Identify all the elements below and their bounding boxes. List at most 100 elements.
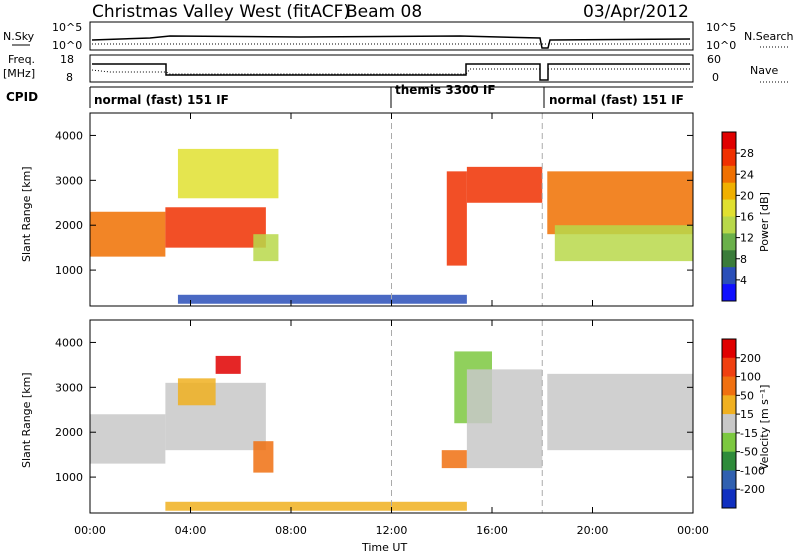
y-tick-label: 2000 — [55, 426, 83, 439]
freq-tick-bottom: 8 — [66, 71, 73, 84]
nsearch-label: N.Search — [744, 30, 794, 43]
nave-tick-top: 60 — [707, 53, 721, 66]
velocity-panel: 1000 2000 3000 4000 00:00 04:00 08:00 12:00 16:… — [20, 319, 709, 554]
echo-region — [177, 378, 216, 406]
colorbar-tick-label: 16 — [740, 211, 754, 224]
colorbar-tick-label: 4 — [740, 274, 747, 287]
colorbar-swatch — [722, 250, 736, 268]
colorbar-tick-label: -200 — [740, 483, 765, 496]
colorbar-frame — [721, 338, 737, 509]
noise-tick-top-left: 10^5 — [52, 21, 82, 34]
mode-label-1: normal (fast) 151 IF — [94, 93, 229, 107]
colorbar-tick-label: -15 — [740, 427, 758, 440]
mode-label-3: normal (fast) 151 IF — [549, 93, 684, 107]
echo-region — [466, 369, 543, 469]
colorbar-swatch — [722, 489, 736, 509]
nave-trace — [91, 68, 690, 75]
date-title: 03/Apr/2012 — [583, 2, 689, 22]
colorbar-swatch — [722, 357, 736, 378]
power-echo-regions — [90, 113, 693, 306]
y-tick-label: 3000 — [55, 174, 83, 187]
x-tick-label: 20:00 — [577, 524, 609, 537]
colorbar-swatch — [722, 470, 736, 490]
colorbar-swatch — [722, 199, 736, 217]
echo-region — [441, 450, 467, 469]
freq-panel: Freq. [MHz] 18 8 60 0 Nave — [3, 53, 790, 84]
velocity-colorbar-label: Velocity [m s⁻¹] — [758, 385, 771, 470]
echo-region — [177, 148, 279, 199]
colorbar-swatch — [722, 216, 736, 234]
velocity-x-ticks: 00:00 04:00 08:00 12:00 16:00 20:00 00:00 — [74, 320, 709, 537]
colorbar-tick-label: 12 — [740, 232, 754, 245]
colorbar-swatch — [722, 339, 736, 359]
colorbar-tick-label: 24 — [740, 168, 754, 181]
x-tick-label: 08:00 — [275, 524, 307, 537]
station-title: Christmas Valley West (fitACF) — [92, 2, 350, 22]
colorbar-swatch — [722, 182, 736, 201]
colorbar-tick-label: 100 — [740, 371, 761, 384]
freq-label-1: Freq. — [8, 53, 35, 66]
x-tick-label: 00:00 — [677, 524, 709, 537]
power-y-ticks: 1000 2000 3000 4000 — [55, 129, 693, 277]
nsky-trace — [91, 35, 691, 49]
noise-tick-top-right: 10^5 — [706, 21, 736, 34]
nsky-label: N.Sky — [3, 30, 35, 43]
y-tick-label: 1000 — [55, 471, 83, 484]
colorbar-swatch — [722, 165, 736, 184]
echo-region — [253, 234, 279, 262]
colorbar-swatch — [722, 432, 736, 453]
power-colorbar: Power [dB] 28 24 20 16 12 8 4 — [721, 131, 771, 302]
echo-region — [90, 211, 166, 257]
colorbar-tick-label: 200 — [740, 352, 761, 365]
echo-region — [165, 207, 266, 248]
colorbar-swatch — [722, 233, 736, 251]
colorbar-swatch — [722, 148, 736, 167]
x-tick-label: 16:00 — [476, 524, 508, 537]
mode-label-2: themis 3300 IF — [395, 83, 496, 97]
echo-region — [90, 414, 166, 464]
colorbar-tick-label: -100 — [740, 464, 765, 477]
velocity-colorbar: Velocity [m s⁻¹] 200 100 50 15 -15 -50 -100 -20… — [721, 338, 771, 509]
echo-region — [165, 501, 467, 511]
echo-region — [253, 441, 274, 473]
noise-tick-bottom-right: 10^0 — [706, 39, 736, 52]
colorbar-swatch — [722, 267, 736, 285]
colorbar-swatch — [722, 132, 736, 150]
colorbar-swatch — [722, 376, 736, 396]
colorbar-tick-label: -50 — [740, 446, 758, 459]
colorbar-tick-label: 50 — [740, 389, 754, 402]
echo-region — [215, 355, 241, 374]
echo-region — [554, 225, 693, 262]
echo-region — [547, 171, 693, 235]
colorbar-tick-label: 15 — [740, 408, 754, 421]
freq-label-2: [MHz] — [3, 67, 35, 80]
freq-trace — [92, 63, 690, 81]
y-tick-label: 4000 — [55, 129, 83, 142]
echo-region — [177, 294, 467, 304]
x-tick-label: 04:00 — [175, 524, 207, 537]
echo-region — [466, 166, 543, 203]
echo-region — [446, 171, 467, 266]
beam-title: Beam 08 — [346, 2, 422, 22]
power-panel: 1000 2000 3000 4000 Slant Range [km] — [20, 112, 694, 307]
colorbar-swatch — [722, 451, 736, 471]
power-colorbar-label: Power [dB] — [758, 192, 771, 252]
colorbar-swatch — [722, 284, 736, 302]
y-tick-label: 3000 — [55, 381, 83, 394]
noise-panel: N.Sky 10^5 10^0 10^5 10^0 N.Search — [3, 21, 794, 52]
velocity-y-ticks: 1000 2000 3000 4000 — [55, 336, 693, 484]
velocity-y-axis-label: Slant Range [km] — [20, 372, 33, 468]
echo-region — [547, 373, 693, 451]
colorbar-tick-label: 20 — [740, 189, 754, 202]
colorbar-swatch — [722, 414, 736, 434]
velocity-echo-regions — [90, 320, 693, 513]
time-axis-label: Time UT — [361, 541, 407, 554]
noise-tick-bottom-left: 10^0 — [52, 39, 82, 52]
colorbar-tick-label: 8 — [740, 253, 747, 266]
x-tick-label: 00:00 — [74, 524, 106, 537]
x-tick-label: 12:00 — [376, 524, 408, 537]
cpid-strip: CPID normal (fast) 151 IF themis 3300 IF… — [6, 83, 693, 108]
power-x-tickmarks — [89, 113, 694, 306]
colorbar-tick-label: 28 — [740, 147, 754, 160]
